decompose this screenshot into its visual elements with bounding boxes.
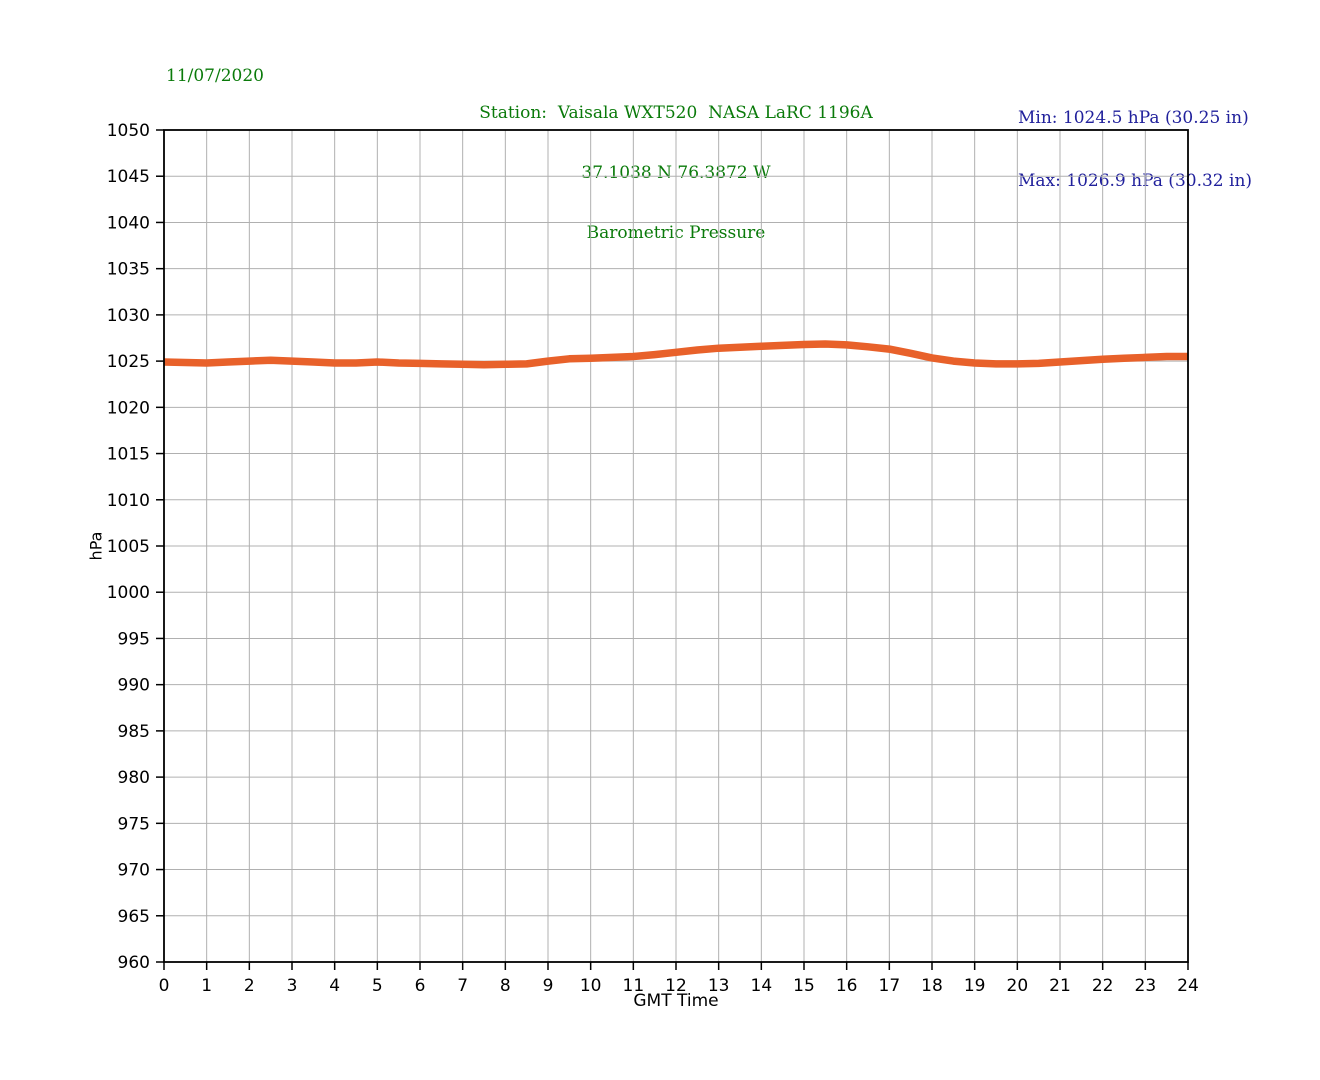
y-tick-labels: 960 965 970 975 980 985 990 995 1000 1005 1010 1015…: [107, 121, 150, 973]
x-tick-label: 12: [665, 976, 687, 996]
tick-marks: [156, 129, 1189, 970]
x-tick-label: 22: [1092, 976, 1114, 996]
y-tick-label: 1010: [107, 491, 150, 511]
x-tick-label: 1: [201, 976, 212, 996]
chart-title-block: Station: Vaisala WXT520 NASA LaRC 1196A …: [479, 63, 873, 283]
x-tick-label: 0: [159, 976, 170, 996]
x-axis-label: GMT Time: [633, 991, 719, 1011]
date-label: 11/07/2020: [166, 66, 264, 86]
y-tick-label: 965: [118, 907, 150, 927]
y-tick-label: 1045: [107, 167, 150, 187]
y-tick-label: 1025: [107, 352, 150, 372]
x-tick-label: 8: [500, 976, 511, 996]
x-tick-label: 24: [1177, 976, 1199, 996]
y-tick-label: 1050: [107, 121, 150, 141]
x-tick-label: 23: [1135, 976, 1157, 996]
y-tick-label: 1020: [107, 398, 150, 418]
x-tick-label: 5: [372, 976, 383, 996]
x-tick-label: 21: [1049, 976, 1071, 996]
y-tick-label: 1040: [107, 213, 150, 233]
y-tick-label: 970: [118, 861, 150, 881]
min-value-label: Min: 1024.5 hPa (30.25 in): [1018, 108, 1249, 128]
y-tick-label: 1000: [107, 583, 150, 603]
x-tick-label: 13: [708, 976, 730, 996]
y-tick-label: 1030: [107, 306, 150, 326]
y-tick-label: 1015: [107, 445, 150, 465]
y-tick-label: 975: [118, 814, 150, 834]
x-tick-label: 6: [415, 976, 426, 996]
x-tick-label: 18: [921, 976, 943, 996]
x-tick-labels: 0 1 2 3 4 5 6 7 8 9 10 11 12 13 14 15 16 17 18 19 20 21 22 23 24: [159, 976, 1199, 996]
x-tick-label: 15: [793, 976, 815, 996]
station-coordinates-line: 37.1038 N 76.3872 W: [581, 163, 771, 183]
x-tick-label: 19: [964, 976, 986, 996]
y-tick-label: 995: [118, 629, 150, 649]
x-tick-label: 7: [457, 976, 468, 996]
x-tick-label: 10: [580, 976, 602, 996]
x-tick-label: 16: [836, 976, 858, 996]
y-tick-label: 960: [118, 953, 150, 973]
x-tick-label: 11: [623, 976, 645, 996]
y-tick-label: 1035: [107, 260, 150, 280]
x-tick-label: 9: [543, 976, 554, 996]
x-tick-label: 3: [287, 976, 298, 996]
x-tick-label: 17: [879, 976, 901, 996]
y-tick-label: 990: [118, 676, 150, 696]
x-tick-label: 2: [244, 976, 255, 996]
pressure-line: [163, 340, 1188, 369]
station-title-line: Station: Vaisala WXT520 NASA LaRC 1196A: [479, 103, 873, 123]
x-tick-label: 14: [751, 976, 773, 996]
y-tick-label: 1005: [107, 537, 150, 557]
x-tick-label: 4: [329, 976, 340, 996]
chart-title-line: Barometric Pressure: [586, 223, 766, 243]
x-tick-label: 20: [1007, 976, 1029, 996]
y-axis-label: hPa: [86, 531, 106, 561]
grid-lines: [164, 130, 1188, 962]
y-tick-label: 985: [118, 722, 150, 742]
y-tick-label: 980: [118, 768, 150, 788]
